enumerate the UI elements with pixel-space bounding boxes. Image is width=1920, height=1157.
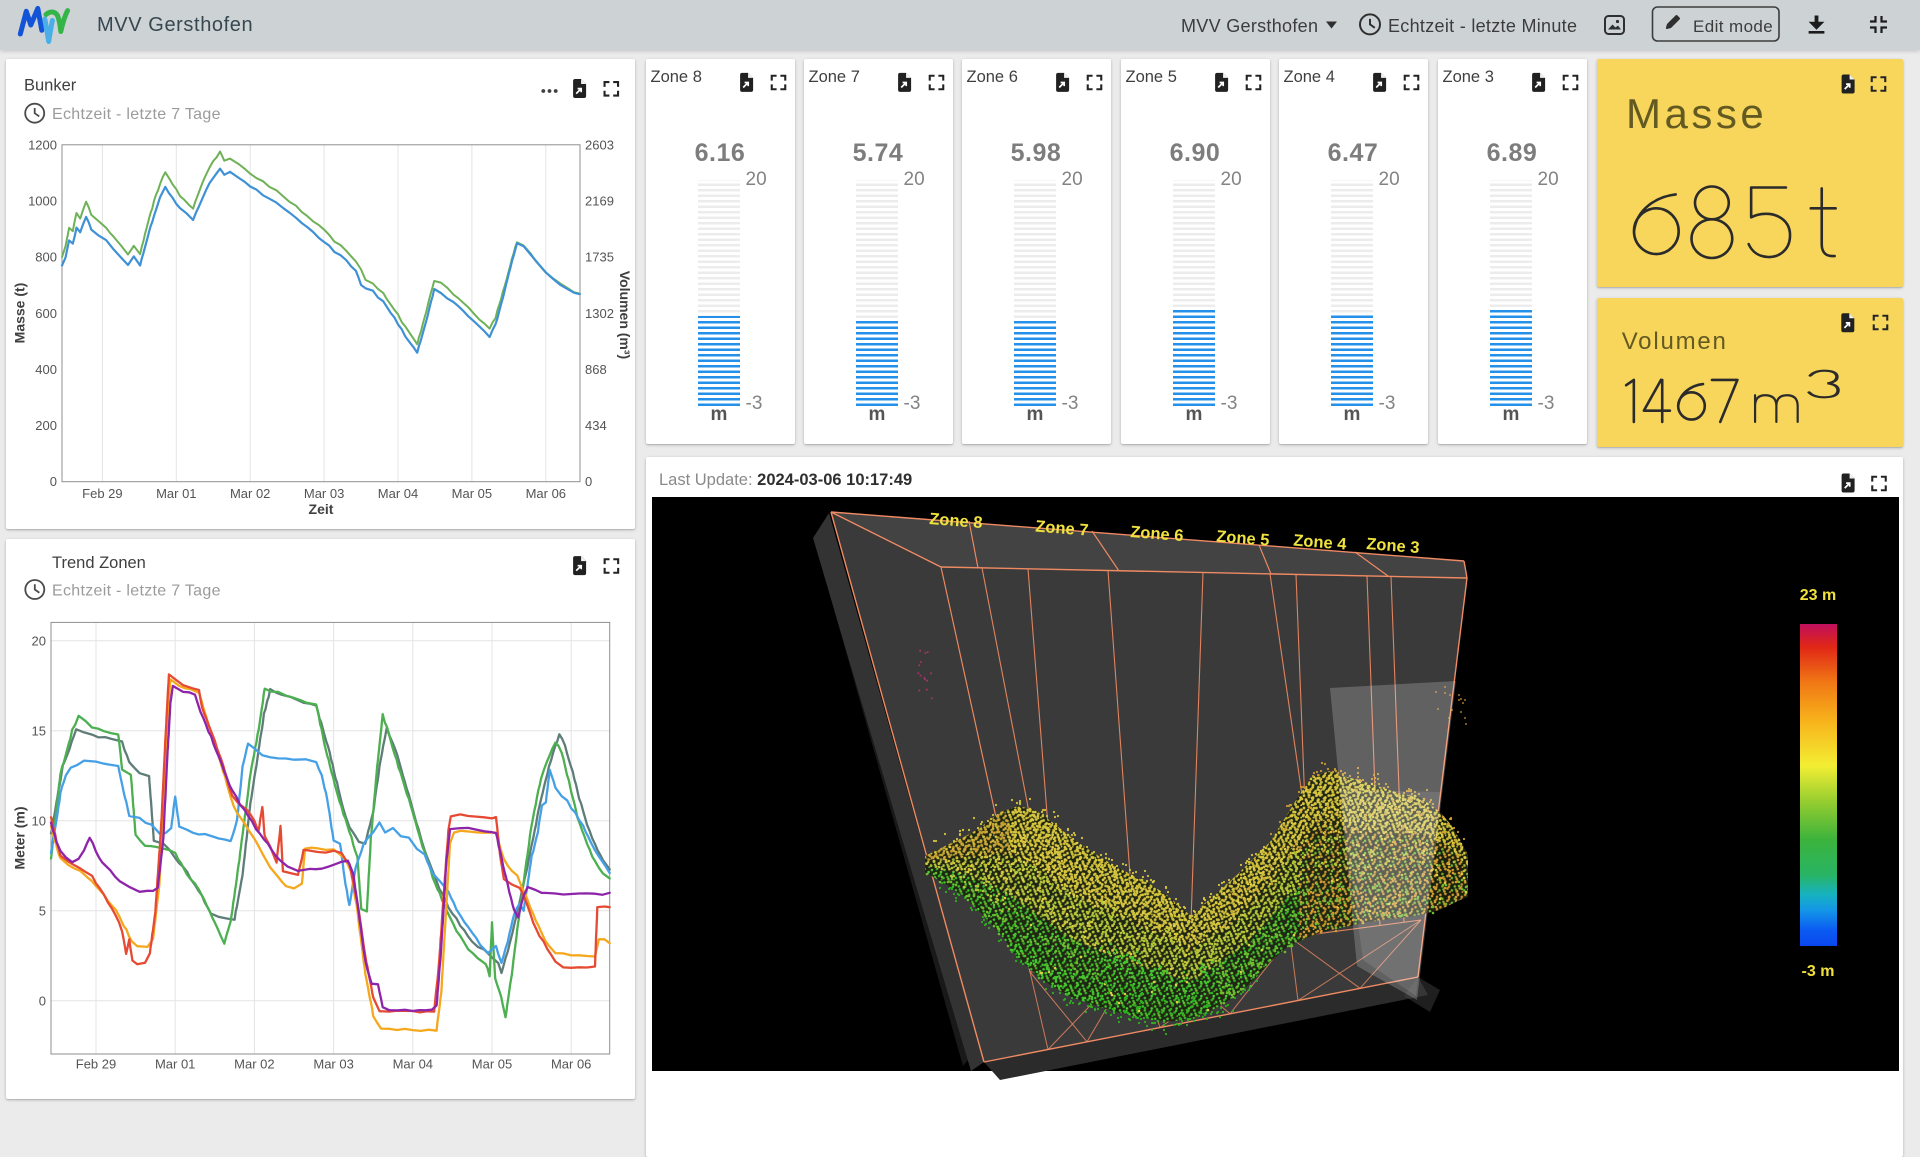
svg-text:Meter (m): Meter (m) xyxy=(12,806,28,869)
svg-text:Trend Zonen: Trend Zonen xyxy=(52,554,146,572)
svg-text:Mar 04: Mar 04 xyxy=(378,486,418,501)
svg-text:Mar 05: Mar 05 xyxy=(472,1057,512,1072)
svg-text:10: 10 xyxy=(32,813,46,828)
svg-text:1000: 1000 xyxy=(28,193,57,208)
svg-text:Mar 01: Mar 01 xyxy=(156,486,196,501)
svg-text:1200: 1200 xyxy=(28,137,57,152)
svg-text:20: 20 xyxy=(32,633,46,648)
svg-text:600: 600 xyxy=(35,306,57,321)
svg-text:200: 200 xyxy=(35,418,57,433)
svg-text:Mar 06: Mar 06 xyxy=(551,1057,591,1072)
svg-text:Echtzeit - letzte 7 Tage: Echtzeit - letzte 7 Tage xyxy=(52,106,221,123)
svg-text:Mar 03: Mar 03 xyxy=(304,486,344,501)
svg-text:0: 0 xyxy=(50,474,57,489)
svg-text:Feb 29: Feb 29 xyxy=(76,1057,116,1072)
svg-text:0: 0 xyxy=(39,993,46,1008)
svg-text:2169: 2169 xyxy=(585,193,614,208)
svg-text:Feb 29: Feb 29 xyxy=(82,486,122,501)
svg-text:400: 400 xyxy=(35,362,57,377)
svg-text:800: 800 xyxy=(35,250,57,265)
svg-text:434: 434 xyxy=(585,418,607,433)
svg-text:Zone 4: Zone 4 xyxy=(1293,532,1348,554)
svg-text:Volumen (m³): Volumen (m³) xyxy=(617,271,633,359)
svg-text:Mar 06: Mar 06 xyxy=(526,486,566,501)
svg-text:Bunker: Bunker xyxy=(24,77,77,95)
svg-text:Zone 7: Zone 7 xyxy=(1035,518,1089,540)
svg-text:Mar 05: Mar 05 xyxy=(452,486,492,501)
svg-text:Zone 3: Zone 3 xyxy=(1366,535,1420,557)
svg-text:Mar 01: Mar 01 xyxy=(155,1057,195,1072)
svg-text:5: 5 xyxy=(39,903,46,918)
svg-text:Mar 02: Mar 02 xyxy=(234,1057,274,1072)
svg-text:Mar 04: Mar 04 xyxy=(393,1057,433,1072)
svg-text:Zone 8: Zone 8 xyxy=(929,510,983,532)
svg-text:Zone 5: Zone 5 xyxy=(1216,528,1270,550)
svg-text:Mar 02: Mar 02 xyxy=(230,486,270,501)
svg-text:Echtzeit - letzte 7 Tage: Echtzeit - letzte 7 Tage xyxy=(52,582,221,599)
svg-text:Masse (t): Masse (t) xyxy=(12,283,28,344)
svg-text:868: 868 xyxy=(585,362,607,377)
svg-text:0: 0 xyxy=(585,474,592,489)
svg-text:15: 15 xyxy=(32,723,46,738)
svg-text:Zeit: Zeit xyxy=(309,501,334,517)
svg-text:Zone 6: Zone 6 xyxy=(1130,523,1184,545)
svg-text:-3 m: -3 m xyxy=(1802,963,1835,980)
svg-text:1302: 1302 xyxy=(585,306,614,321)
svg-text:23 m: 23 m xyxy=(1800,587,1836,604)
svg-text:2603: 2603 xyxy=(585,137,614,152)
svg-text:Mar 03: Mar 03 xyxy=(313,1057,353,1072)
svg-text:1735: 1735 xyxy=(585,250,614,265)
